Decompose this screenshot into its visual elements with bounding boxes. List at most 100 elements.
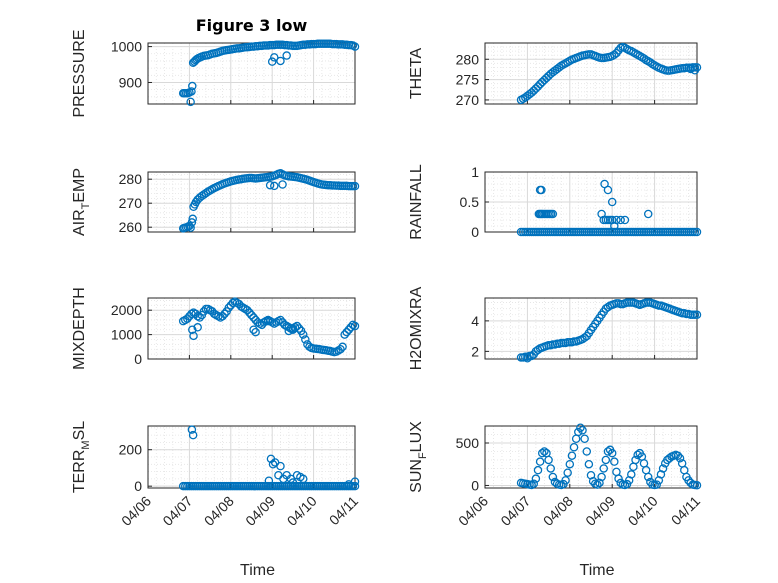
data-point — [350, 181, 360, 191]
data-point — [578, 425, 587, 435]
data-point — [264, 476, 274, 485]
data-point — [527, 351, 536, 361]
data-point — [187, 425, 197, 434]
y-tick-label: 2000 — [111, 302, 142, 318]
data-point — [692, 310, 702, 320]
data-point — [610, 457, 619, 466]
data-point — [224, 303, 233, 313]
data-point — [692, 227, 702, 237]
y-tick-label: 1000 — [111, 327, 142, 343]
data-point — [546, 464, 555, 473]
data-point — [612, 467, 621, 477]
y-axis-label: SUNFLUX — [408, 421, 429, 493]
y-axis-label: RAINFALL — [408, 164, 425, 240]
y-tick-label: 4 — [471, 313, 479, 329]
data-point — [607, 197, 617, 207]
x-tick-label: 04/11 — [326, 493, 362, 529]
y-tick-label: 275 — [456, 72, 480, 88]
y-tick-label: 1 — [471, 164, 479, 180]
data-point — [350, 477, 360, 486]
data-point — [540, 447, 549, 456]
data-point — [639, 459, 649, 468]
data-point — [220, 309, 229, 319]
data-point — [537, 185, 546, 195]
data-point — [188, 430, 198, 440]
y-axis-label: PRESSURE — [71, 29, 88, 117]
data-point — [188, 325, 197, 334]
data-point — [692, 481, 702, 490]
data-point — [658, 464, 668, 473]
y-tick-label: 270 — [119, 195, 143, 211]
data-point — [641, 465, 651, 475]
x-tick-label: 04/09 — [242, 493, 278, 529]
y-axis-label: THETA — [408, 48, 425, 100]
data-point — [548, 472, 558, 482]
x-tick-label: 04/07 — [497, 493, 533, 529]
data-point — [270, 53, 279, 62]
subplot-8: 0 500 04/06 04/07 04/08 04/09 04/10 04/11 SUNFLU… — [408, 421, 703, 579]
y-tick-label: 0 — [471, 224, 479, 240]
data-point — [646, 58, 655, 67]
data-point — [249, 325, 258, 334]
data-point — [561, 476, 570, 485]
data-point — [603, 447, 613, 456]
data-point — [531, 474, 541, 483]
data-point — [301, 335, 310, 344]
data-point — [535, 457, 545, 466]
subplot-7: 0 200 04/06 04/07 04/08 04/09 04/10 04/11 TERRMS… — [71, 421, 361, 579]
x-tick-label: 04/08 — [540, 493, 576, 529]
x-tick-label: 04/07 — [159, 493, 195, 529]
data-point — [673, 451, 683, 460]
data-point — [270, 181, 279, 191]
data-point — [686, 64, 695, 74]
data-point — [288, 324, 298, 333]
data-point — [620, 215, 630, 225]
x-axis-label: Time — [580, 562, 615, 579]
y-tick-label: 0 — [471, 477, 479, 493]
data-point — [344, 325, 354, 334]
axes-box — [147, 425, 356, 489]
y-tick-label: 0.5 — [460, 194, 480, 210]
data-point — [643, 209, 653, 219]
data-point — [603, 185, 613, 195]
data-point — [193, 323, 202, 332]
data-point — [338, 342, 347, 352]
data-point — [340, 330, 349, 339]
x-tick-label: 04/11 — [668, 493, 704, 529]
y-tick-label: 200 — [119, 442, 143, 458]
data-point — [616, 215, 625, 225]
data-point — [563, 468, 572, 477]
data-point — [294, 324, 304, 333]
data-point — [533, 82, 543, 91]
figure-title: Figure 3 low — [196, 16, 308, 35]
data-point — [544, 455, 553, 465]
data-point — [690, 65, 700, 75]
data-point — [187, 87, 196, 96]
data-point — [610, 50, 619, 60]
data-point — [597, 472, 606, 482]
data-point — [548, 209, 558, 219]
data-point — [189, 331, 198, 341]
y-tick-label: 260 — [119, 219, 143, 235]
subplot-1: 900 1000 PRESSURE Figure 3 low — [71, 16, 360, 118]
data-point — [584, 459, 594, 469]
data-point — [187, 218, 197, 227]
data-point — [633, 450, 642, 460]
axes-box — [147, 171, 356, 233]
data-point — [652, 480, 661, 489]
data-point — [350, 42, 360, 51]
data-point — [245, 308, 254, 317]
y-axis-label: MIXDEPTH — [71, 287, 88, 370]
x-tick-label: 04/08 — [201, 493, 237, 529]
data-point — [567, 451, 577, 460]
data-point — [601, 455, 611, 465]
subplot-4: 0 0.5 1 RAINFALL — [408, 164, 702, 240]
data-point — [537, 448, 547, 458]
data-point — [680, 465, 689, 475]
data-point — [188, 214, 197, 224]
x-tick-label: 04/06 — [118, 493, 154, 529]
data-point — [616, 478, 625, 488]
data-point — [278, 180, 287, 189]
y-tick-label: 1000 — [111, 39, 142, 55]
x-tick-label: 04/09 — [582, 493, 618, 529]
